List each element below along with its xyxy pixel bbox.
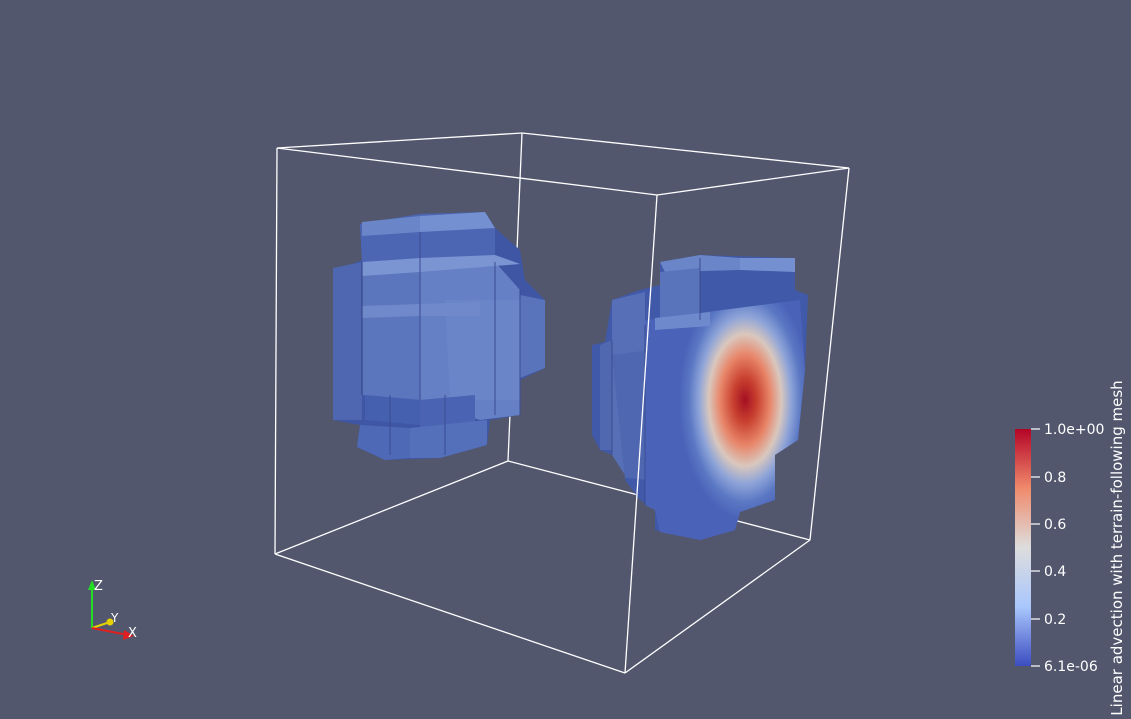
x-axis-arrow bbox=[123, 630, 134, 640]
left-data-blob bbox=[333, 212, 545, 460]
colorbar-label-min: 6.1e-06 bbox=[1044, 659, 1098, 675]
z-axis-arrow bbox=[88, 580, 96, 590]
colorbar-title: Linear advection with terrain-following … bbox=[1108, 380, 1126, 716]
colorbar-gradient bbox=[1015, 429, 1031, 666]
orientation-axes[interactable]: Z Y X bbox=[88, 579, 137, 641]
outline-box-front bbox=[274, 147, 850, 674]
y-axis-arrow bbox=[106, 618, 114, 626]
z-axis-label: Z bbox=[94, 579, 103, 594]
x-axis-line bbox=[91, 627, 129, 636]
colorbar[interactable]: 1.0e+00 0.8 0.6 0.4 0.2 6.1e-06 bbox=[1015, 422, 1104, 675]
colorbar-label-max: 1.0e+00 bbox=[1044, 422, 1104, 438]
right-data-blob bbox=[592, 255, 808, 540]
x-axis-label: X bbox=[128, 626, 137, 641]
y-axis-label: Y bbox=[110, 611, 119, 625]
colorbar-label: 0.2 bbox=[1044, 612, 1066, 628]
colorbar-label: 0.4 bbox=[1044, 564, 1066, 580]
colorbar-label: 0.8 bbox=[1044, 470, 1066, 486]
colorbar-label: 0.6 bbox=[1044, 517, 1066, 533]
